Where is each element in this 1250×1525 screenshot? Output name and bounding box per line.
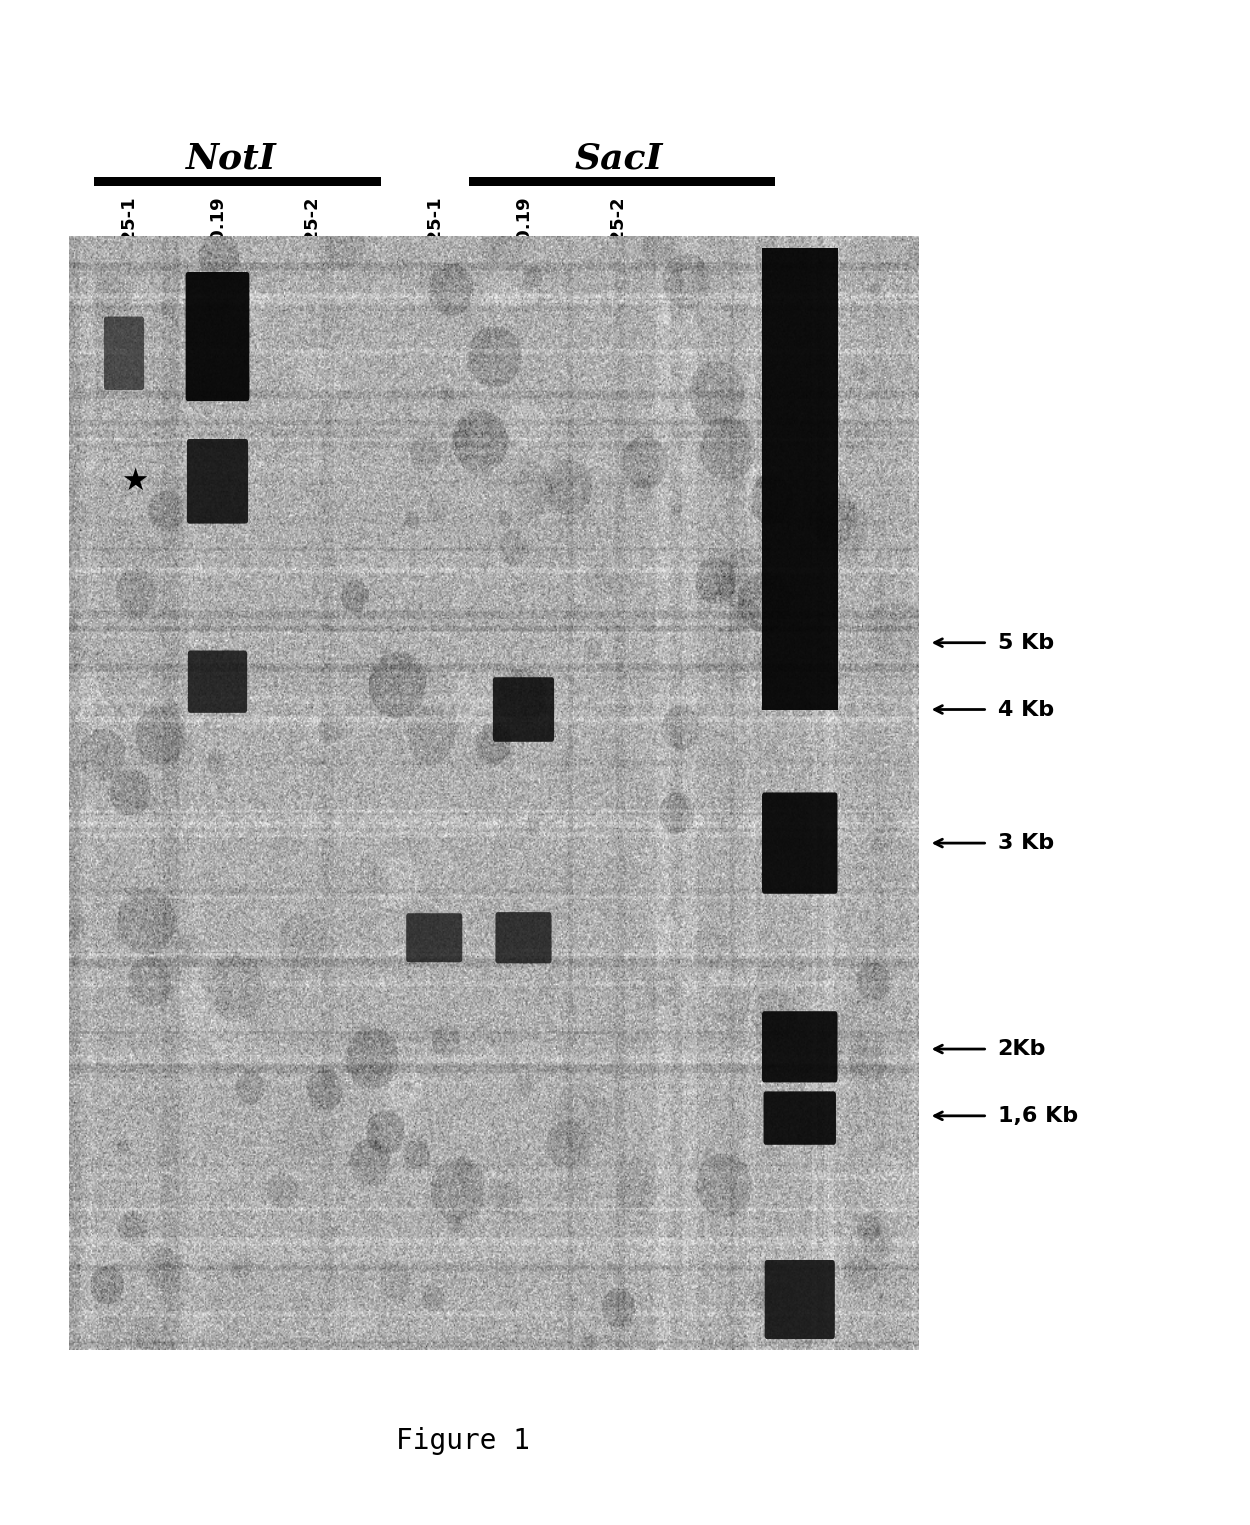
FancyBboxPatch shape [406, 913, 462, 962]
Text: F0.19: F0.19 [209, 195, 226, 252]
Text: F0.25-1: F0.25-1 [119, 195, 138, 271]
Text: Figure 1: Figure 1 [395, 1427, 530, 1455]
Text: F0.19: F0.19 [515, 195, 532, 252]
FancyBboxPatch shape [764, 1092, 836, 1145]
Bar [761, 247, 838, 709]
Text: 5 Kb: 5 Kb [998, 633, 1054, 653]
Bar [469, 177, 775, 186]
FancyBboxPatch shape [188, 651, 248, 712]
Text: F0.25-1: F0.25-1 [425, 195, 444, 271]
Text: 4 Kb: 4 Kb [998, 700, 1054, 720]
Text: 2Kb: 2Kb [998, 1039, 1046, 1058]
Text: F0.25-2: F0.25-2 [608, 195, 626, 271]
Text: ★: ★ [121, 467, 149, 496]
FancyBboxPatch shape [104, 317, 144, 390]
FancyBboxPatch shape [495, 912, 551, 964]
Text: F0.25-2: F0.25-2 [302, 195, 320, 271]
Text: 1,6 Kb: 1,6 Kb [998, 1106, 1078, 1125]
FancyBboxPatch shape [492, 677, 554, 741]
FancyBboxPatch shape [186, 271, 250, 401]
FancyBboxPatch shape [762, 793, 838, 894]
Bar [94, 177, 381, 186]
Text: SacI: SacI [575, 142, 662, 175]
FancyBboxPatch shape [765, 1260, 835, 1339]
Text: NotI: NotI [186, 142, 276, 175]
FancyBboxPatch shape [188, 439, 248, 523]
Text: 3 Kb: 3 Kb [998, 833, 1054, 852]
FancyBboxPatch shape [762, 1011, 838, 1083]
